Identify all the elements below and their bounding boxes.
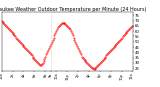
- Title: Milwaukee Weather Outdoor Temperature per Minute (24 Hours): Milwaukee Weather Outdoor Temperature pe…: [0, 7, 146, 12]
